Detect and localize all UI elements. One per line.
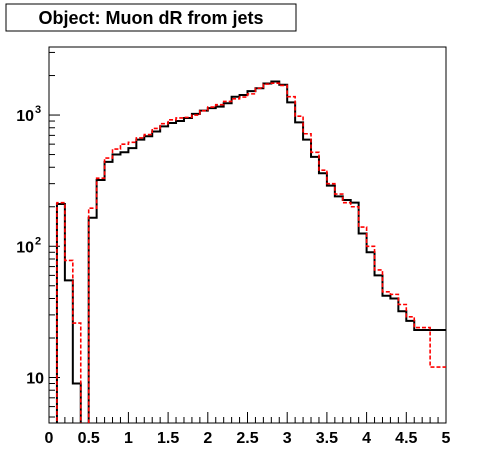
x-tick-label: 1.5 <box>157 430 179 447</box>
chart-title: Object: Muon dR from jets <box>39 8 264 28</box>
x-tick-label: 1 <box>124 430 133 447</box>
x-tick-label: 5 <box>442 430 451 447</box>
x-tick-label: 0 <box>45 430 54 447</box>
x-tick-label: 3.5 <box>316 430 338 447</box>
y-tick-label: 10 <box>16 108 34 125</box>
x-tick-label: 2 <box>203 430 212 447</box>
series-line-black <box>55 80 446 423</box>
x-tick-label: 0.5 <box>78 430 100 447</box>
y-tick-exponent: 3 <box>35 104 41 116</box>
x-tick-labels: 0 0.5 1 1.5 2 2.5 3 3.5 4 4.5 5 <box>45 430 451 447</box>
plot-frame <box>48 46 447 424</box>
x-tick-label: 3 <box>283 430 292 447</box>
axis-ticks <box>48 51 447 423</box>
y-tick-label: 10 <box>26 370 44 387</box>
title-box <box>5 3 297 32</box>
x-tick-label: 4 <box>362 430 371 447</box>
y-tick-exponent: 2 <box>35 235 41 247</box>
series-line-red-dashed <box>56 82 446 423</box>
y-tick-label: 10 <box>16 239 34 256</box>
x-tick-label: 2.5 <box>236 430 258 447</box>
series-group <box>55 80 446 423</box>
x-tick-label: 4.5 <box>395 430 417 447</box>
